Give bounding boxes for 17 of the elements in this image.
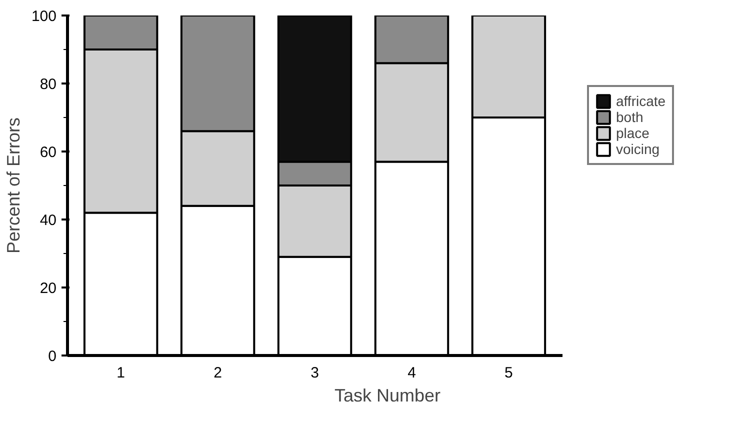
y-tick-label: 0 <box>48 348 56 365</box>
x-axis-title: Task Number <box>334 386 441 406</box>
y-tick-label: 20 <box>40 280 57 297</box>
x-tick-label: 2 <box>214 364 222 382</box>
y-tick-label: 40 <box>40 212 57 229</box>
legend-label: both <box>616 109 644 125</box>
y-axis-title: Percent of Errors <box>3 117 24 254</box>
y-tick-label: 60 <box>40 144 57 161</box>
legend-label: voicing <box>616 141 660 157</box>
y-tick-label: 100 <box>31 8 57 25</box>
x-tick-label: 5 <box>504 364 513 382</box>
x-tick-label: 4 <box>408 364 416 382</box>
y-tick-label: 80 <box>40 76 57 93</box>
legend-label: place <box>616 125 650 141</box>
x-tick-label: 3 <box>310 364 319 382</box>
legend-label: affricate <box>616 93 666 109</box>
x-tick-label: 1 <box>116 364 126 382</box>
